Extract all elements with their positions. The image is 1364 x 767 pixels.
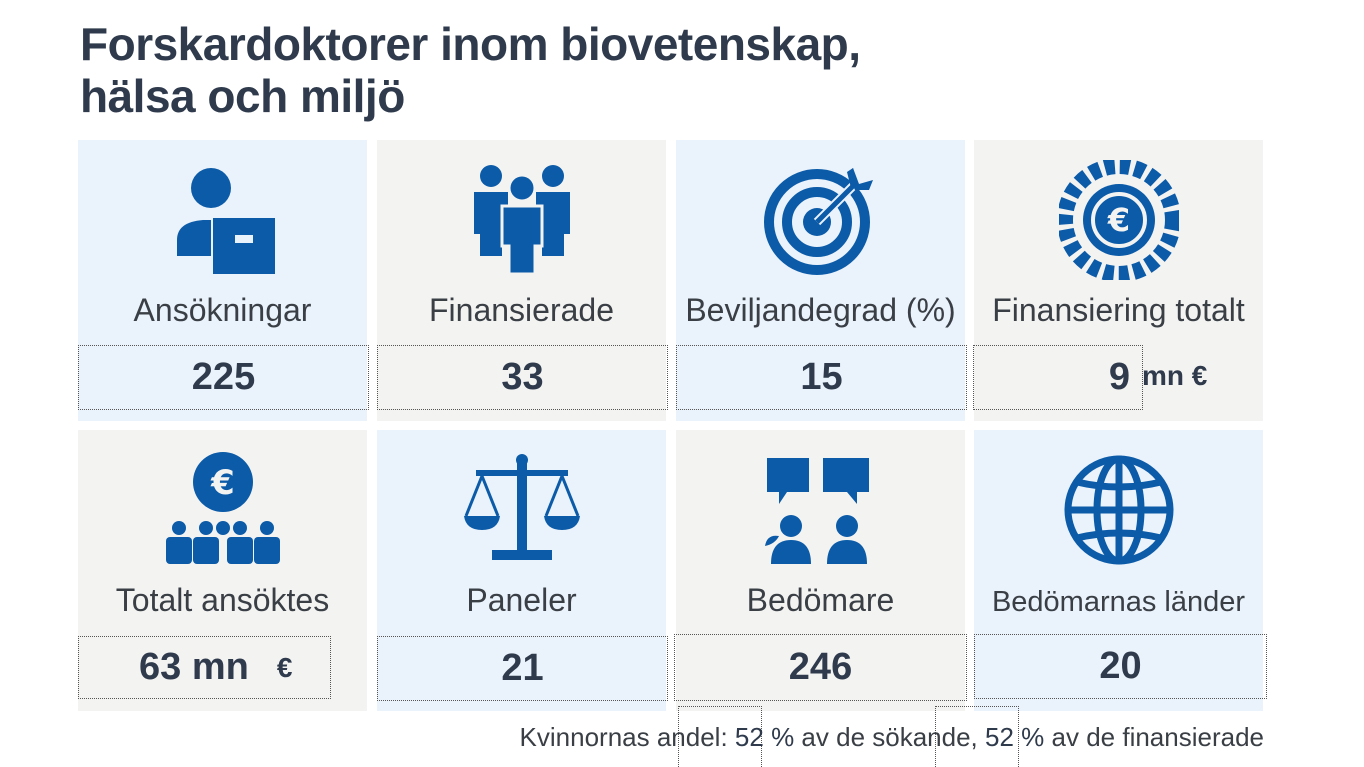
value-text: 15 xyxy=(800,356,843,398)
footer-prefix: Kvinnornas andel: xyxy=(519,722,728,752)
value-total-applied: 63 mn € xyxy=(78,636,331,699)
tile-success-rate: Beviljandegrad (%) xyxy=(676,140,965,421)
tile-label: Ansökningar xyxy=(133,292,312,328)
tile-total-applied: € Totalt ansöktes xyxy=(78,430,367,711)
value-text: 33 xyxy=(501,356,544,398)
value-reviewer-countries: 20 xyxy=(974,634,1267,699)
value-success-rate: 15 xyxy=(676,345,967,410)
reviewers-icon xyxy=(676,450,965,570)
tile-funded: Finansierade xyxy=(377,140,666,421)
unit-total-funding: mn € xyxy=(1142,360,1208,391)
footer-mid: av de sökande, xyxy=(801,722,978,752)
tile-panels: Paneler xyxy=(377,430,666,711)
group-icon xyxy=(377,160,666,280)
footer-dotted-box-2 xyxy=(935,706,1019,767)
svg-text:€: € xyxy=(1106,201,1129,239)
footer-pct-funded: 52 % xyxy=(985,722,1045,752)
euro-coin-icon: € xyxy=(974,160,1263,280)
globe-icon xyxy=(974,450,1263,570)
tile-reviewer-countries: Bedömarnas länder xyxy=(974,430,1263,711)
euro-people-icon: € xyxy=(78,448,367,568)
footer-women-share: Kvinnornas andel: 52 % av de sökande, 52… xyxy=(520,722,1264,753)
value-text: 246 xyxy=(788,646,853,688)
value-text: 21 xyxy=(501,647,544,689)
scales-icon xyxy=(377,450,666,570)
page-title: Forskardoktorer inom biovetenskap, hälsa… xyxy=(80,18,861,122)
tile-label: Totalt ansöktes xyxy=(115,582,330,618)
tile-label: Finansiering totalt xyxy=(992,292,1245,328)
svg-text:€: € xyxy=(210,463,235,503)
tile-applications: Ansökningar xyxy=(78,140,367,421)
value-text: 20 xyxy=(1099,645,1142,687)
title-line-2: hälsa och miljö xyxy=(80,70,405,122)
tile-label: Bedömare xyxy=(746,582,895,618)
value-text: 63 mn xyxy=(139,646,249,688)
title-line-1: Forskardoktorer inom biovetenskap, xyxy=(80,18,861,70)
footer-pct-applicants: 52 % xyxy=(734,722,795,752)
value-text: 9 xyxy=(1108,356,1130,398)
unit-text: € xyxy=(276,651,293,683)
applicant-icon xyxy=(78,160,367,280)
tile-label: Bedömarnas länder xyxy=(991,586,1246,618)
value-funded: 33 xyxy=(377,345,668,410)
value-applications: 225 xyxy=(78,345,369,410)
value-panels: 21 xyxy=(377,636,668,701)
value-text: 225 xyxy=(191,356,256,398)
tile-label: Paneler xyxy=(466,582,577,618)
tile-reviewers: Bedömare xyxy=(676,430,965,711)
tile-total-funding: € Finansiering totalt xyxy=(974,140,1263,421)
tile-label: Beviljandegrad (%) xyxy=(685,292,956,328)
tile-label: Finansierade xyxy=(429,292,614,328)
target-icon xyxy=(676,160,965,280)
value-total-funding: 9 xyxy=(973,345,1143,410)
footer-dotted-box-1 xyxy=(678,706,762,767)
footer-suffix: av de finansierade xyxy=(1051,722,1264,752)
value-reviewers: 246 xyxy=(674,634,967,701)
